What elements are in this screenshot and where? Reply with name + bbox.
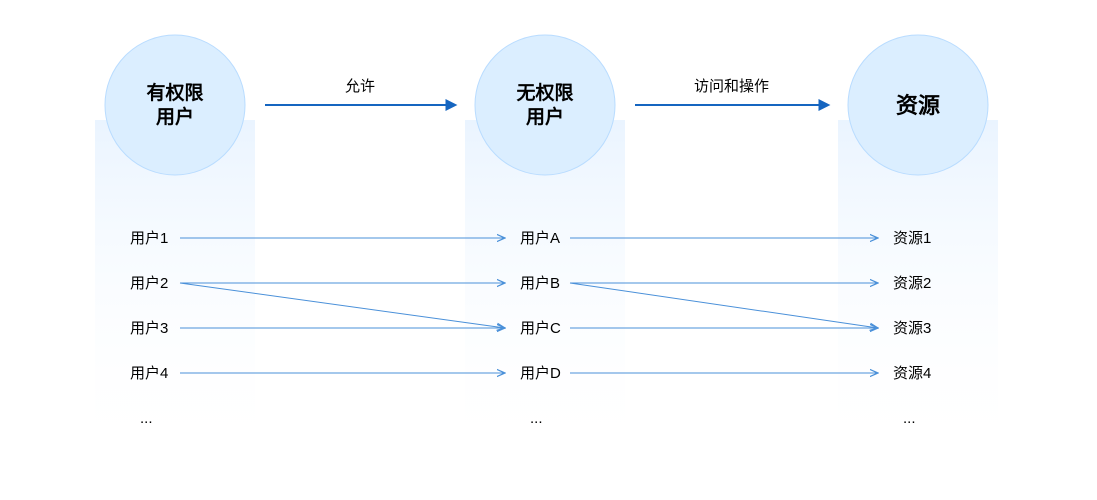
node-circle-middle (475, 35, 615, 175)
node-circle-left (105, 35, 245, 175)
list-ellipsis-right: ... (903, 410, 916, 427)
top-edge-label-left-middle: 允许 (345, 78, 375, 95)
node-label-left-line2: 用户 (156, 105, 194, 128)
top-edge-label-middle-right: 访问和操作 (694, 78, 769, 95)
list-ellipsis-middle: ... (530, 410, 543, 427)
list-ellipsis-left: ... (140, 410, 153, 427)
list-item-left-2: 用户3 (130, 320, 168, 337)
list-item-right-0: 资源1 (893, 230, 931, 247)
list-item-middle-2: 用户C (520, 320, 561, 337)
list-item-middle-1: 用户B (520, 275, 560, 292)
list-item-right-1: 资源2 (893, 275, 931, 292)
node-label-middle-line1: 无权限 (516, 81, 573, 104)
node-label-right: 资源 (896, 93, 940, 118)
node-label-middle-line2: 用户 (526, 105, 564, 128)
list-item-right-2: 资源3 (893, 320, 931, 337)
list-item-left-1: 用户2 (130, 275, 168, 292)
list-item-middle-3: 用户D (520, 365, 561, 382)
list-item-left-3: 用户4 (130, 365, 168, 382)
list-item-left-0: 用户1 (130, 230, 168, 247)
list-item-middle-0: 用户A (520, 230, 560, 247)
list-item-right-3: 资源4 (893, 365, 931, 382)
node-label-left-line1: 有权限 (146, 81, 203, 104)
